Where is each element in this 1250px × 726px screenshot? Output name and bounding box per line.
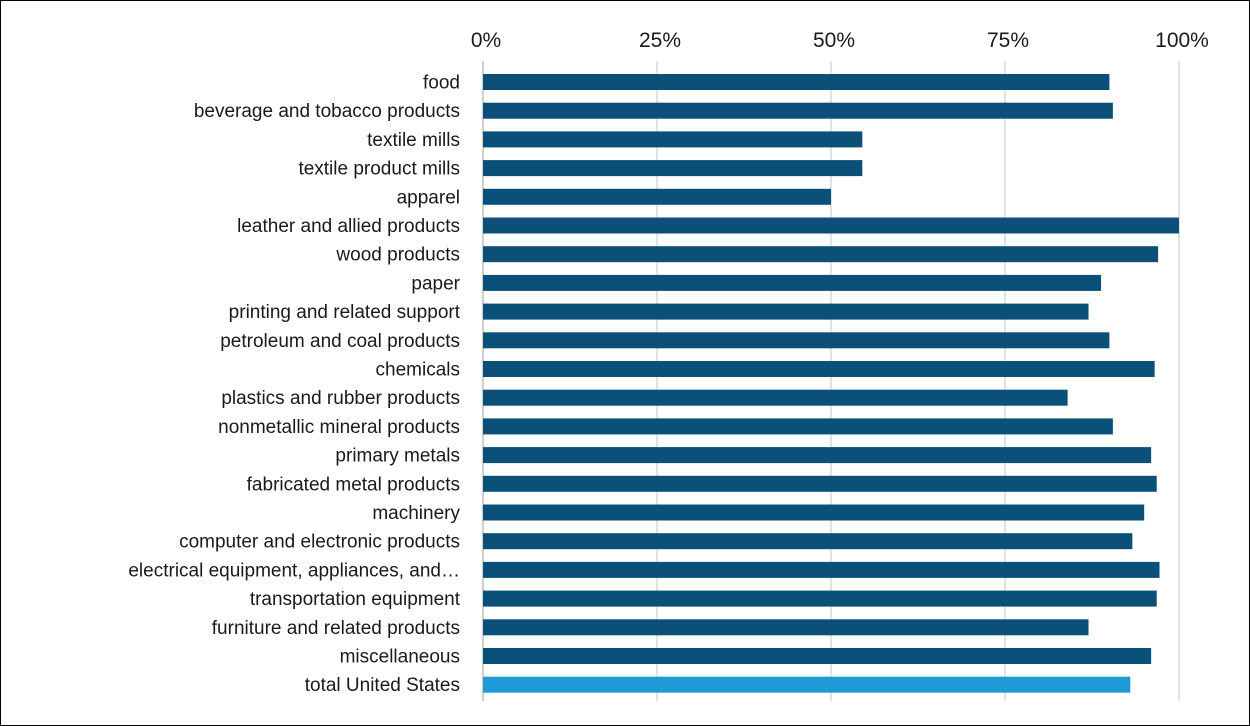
bar	[483, 676, 1131, 693]
bar	[483, 590, 1157, 607]
category-label: nonmetallic mineral products	[218, 417, 460, 438]
bar	[483, 361, 1155, 377]
category-label: fabricated metal products	[247, 474, 460, 495]
category-label: food	[423, 73, 460, 94]
category-label: apparel	[397, 187, 460, 208]
bar	[483, 619, 1089, 636]
bar	[483, 389, 1068, 406]
x-tick-label: 25%	[639, 29, 681, 52]
bar	[483, 217, 1179, 234]
bar	[483, 102, 1113, 119]
category-label: leather and allied products	[237, 216, 460, 237]
category-label: textile product mills	[298, 159, 460, 180]
bar	[483, 188, 831, 205]
bar	[483, 447, 1152, 464]
bar	[483, 274, 1102, 291]
bar	[483, 303, 1089, 320]
category-label: chemicals	[376, 360, 460, 381]
category-label: total United States	[305, 675, 460, 696]
category-label: printing and related support	[229, 302, 461, 323]
category-label: furniture and related products	[212, 618, 460, 639]
bar	[483, 561, 1160, 578]
bar	[483, 332, 1110, 349]
x-tick-label: 75%	[987, 29, 1029, 52]
x-tick-label: 0%	[471, 29, 501, 52]
category-label: machinery	[372, 503, 460, 524]
category-label: textile mills	[367, 130, 460, 151]
category-label: primary metals	[335, 446, 460, 467]
bar	[483, 504, 1145, 521]
bar	[483, 246, 1159, 263]
x-tick-label: 50%	[813, 29, 855, 52]
bar	[483, 74, 1110, 90]
category-label: computer and electronic products	[179, 532, 460, 553]
bar	[483, 648, 1152, 664]
x-tick-label: 100%	[1155, 29, 1209, 52]
category-label: petroleum and coal products	[220, 331, 460, 352]
bar	[483, 131, 863, 148]
category-label: paper	[411, 273, 460, 294]
category-label: miscellaneous	[340, 647, 460, 668]
category-label: electrical equipment, appliances, and…	[128, 560, 460, 581]
category-label: beverage and tobacco products	[194, 101, 460, 122]
bar	[483, 475, 1157, 492]
bar	[483, 418, 1113, 435]
category-label: plastics and rubber products	[221, 388, 460, 409]
bar	[483, 160, 863, 177]
category-label: wood products	[335, 245, 460, 266]
bar	[483, 533, 1133, 550]
category-label: transportation equipment	[250, 589, 461, 610]
